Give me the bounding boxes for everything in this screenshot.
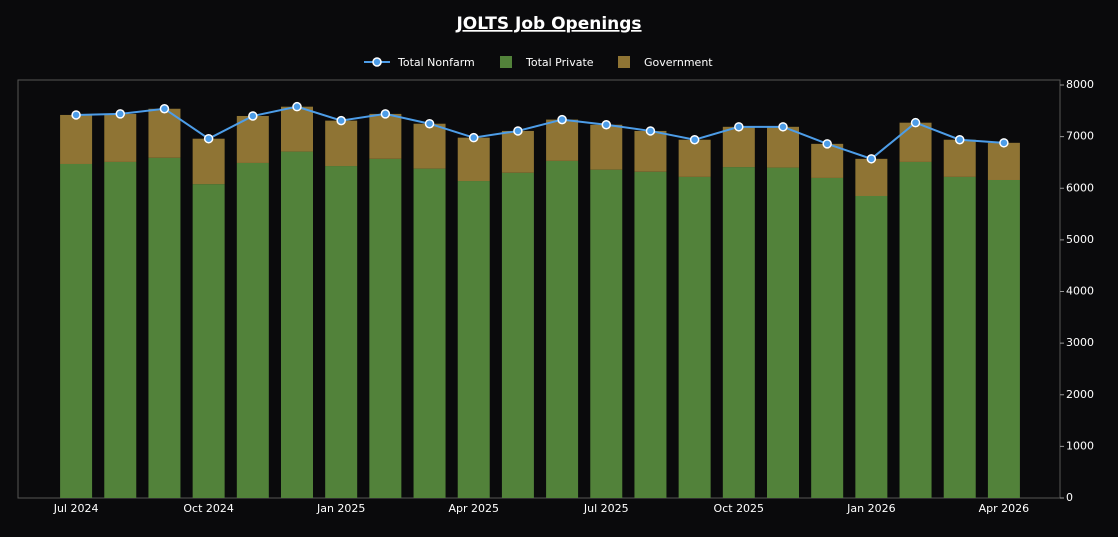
bar — [413, 123, 446, 169]
bar — [811, 177, 844, 499]
chart-title: JOLTS Job Openings — [455, 14, 641, 34]
bar — [987, 142, 1020, 180]
bar — [987, 179, 1020, 499]
bar — [590, 169, 623, 499]
bar — [546, 119, 579, 161]
y-tick-label: 8000 — [1066, 78, 1094, 91]
bar — [60, 163, 93, 498]
line-marker — [954, 134, 965, 145]
line-marker — [424, 118, 435, 129]
bar — [899, 161, 932, 498]
bar — [148, 157, 181, 498]
bar — [60, 114, 93, 164]
bar — [281, 151, 313, 498]
bar — [722, 167, 755, 499]
bar — [501, 130, 534, 173]
bar — [678, 139, 711, 177]
legend-label: Total Nonfarm — [397, 56, 475, 69]
bar — [325, 120, 358, 167]
bar — [457, 137, 490, 182]
line-marker — [910, 117, 921, 128]
bar — [899, 122, 932, 162]
bar — [413, 168, 446, 498]
bar — [325, 166, 358, 498]
bar — [546, 160, 579, 499]
y-tick-label: 0 — [1066, 491, 1073, 504]
bar — [281, 106, 313, 152]
x-tick-label: Apr 2025 — [448, 502, 499, 515]
bar — [192, 184, 225, 498]
bar — [943, 139, 976, 177]
line-marker — [557, 114, 567, 125]
bar — [501, 172, 534, 498]
y-tick-label: 5000 — [1066, 233, 1094, 246]
line-marker — [292, 101, 302, 112]
bar — [855, 158, 888, 196]
y-tick-label: 2000 — [1066, 388, 1094, 401]
legend-label: Government — [644, 56, 713, 69]
line-marker — [513, 126, 523, 136]
line-marker — [115, 109, 126, 119]
bar — [236, 162, 269, 499]
bar — [236, 115, 269, 163]
line — [76, 105, 1004, 160]
y-tick-label: 7000 — [1066, 130, 1094, 143]
line-marker — [999, 138, 1009, 148]
bar — [104, 113, 137, 162]
line-marker — [601, 120, 612, 130]
bar — [457, 181, 490, 498]
legend-swatch — [500, 56, 512, 68]
bar — [767, 126, 799, 168]
x-tick-label: Jul 2024 — [53, 502, 99, 515]
y-tick-label: 1000 — [1066, 439, 1094, 452]
bar — [369, 113, 402, 159]
line-marker — [203, 133, 214, 144]
bar — [369, 158, 402, 499]
line-marker — [778, 122, 788, 132]
legend-label: Total Private — [525, 56, 594, 69]
bar — [192, 138, 225, 185]
line-marker — [336, 115, 346, 126]
y-tick-label: 4000 — [1066, 285, 1094, 298]
x-tick-label: Jan 2026 — [846, 502, 895, 515]
bar — [811, 143, 844, 178]
line-marker — [468, 132, 479, 143]
line-marker — [159, 103, 170, 114]
bar — [767, 167, 799, 498]
bar — [634, 130, 667, 172]
bar — [678, 176, 711, 498]
bar — [855, 195, 888, 498]
bar — [943, 176, 976, 498]
x-tick-label: Jan 2025 — [316, 502, 365, 515]
line-marker — [734, 122, 744, 132]
x-tick-label: Oct 2025 — [714, 502, 765, 515]
line-marker — [866, 154, 877, 164]
x-tick-label: Apr 2026 — [979, 502, 1030, 515]
y-tick-label: 6000 — [1066, 181, 1094, 194]
x-tick-label: Oct 2024 — [183, 502, 234, 515]
line-marker — [71, 110, 81, 120]
y-tick-label: 3000 — [1066, 336, 1094, 349]
line-marker — [380, 109, 391, 119]
bar — [722, 126, 755, 168]
bar — [634, 171, 667, 499]
line-marker — [645, 126, 656, 136]
plot-border — [17, 79, 1061, 499]
legend-swatch — [618, 56, 630, 68]
legend-marker — [372, 57, 382, 67]
line-marker — [248, 111, 258, 121]
line-marker — [822, 139, 832, 149]
bar — [104, 161, 137, 498]
x-tick-label: Jul 2025 — [583, 502, 629, 515]
line-marker — [689, 134, 700, 145]
bar — [590, 124, 623, 170]
